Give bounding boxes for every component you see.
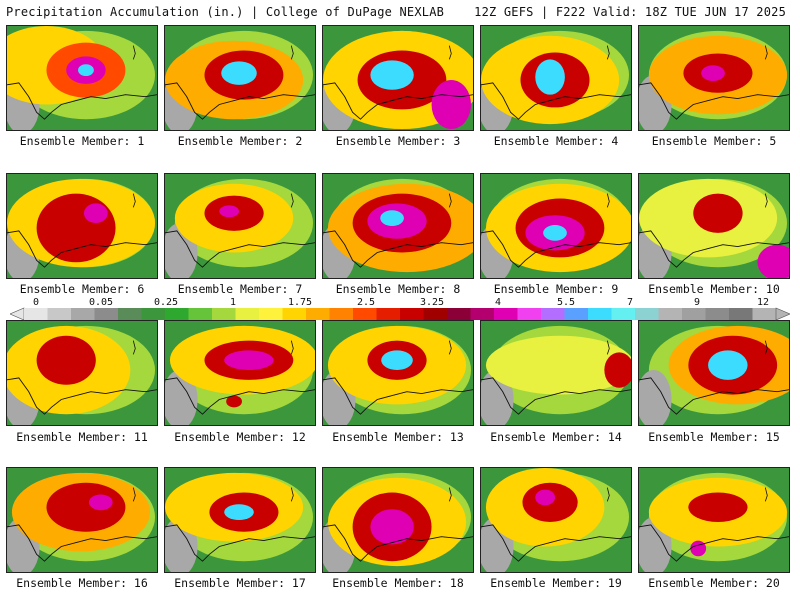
ensemble-member-label: Ensemble Member: 20 [648, 576, 780, 590]
ensemble-member-label: Ensemble Member: 10 [648, 282, 780, 296]
colorbar-swatch [282, 308, 307, 320]
ensemble-member-map [164, 320, 316, 426]
colorbar-swatch [447, 308, 471, 320]
colorbar-tick-label: 9 [693, 297, 701, 308]
ensemble-member-label: Ensemble Member: 18 [332, 576, 464, 590]
colorbar-swatch [71, 308, 95, 320]
colorbar-right-arrow [775, 307, 790, 321]
colorbar-tick-label: 1 [229, 297, 237, 308]
ensemble-member-map [480, 467, 632, 573]
colorbar-tick-label: 0 [32, 297, 40, 308]
colorbar-swatch [376, 308, 401, 320]
colorbar-tick-label: 12 [756, 297, 770, 308]
colorbar-swatch [705, 308, 730, 320]
ensemble-member-label: Ensemble Member: 14 [490, 430, 622, 444]
ensemble-member-map [638, 173, 790, 279]
ensemble-member-map [322, 173, 474, 279]
colorbar-swatch [423, 308, 448, 320]
header-right-title: 12Z GEFS | F222 Valid: 18Z TUE JUN 17 20… [474, 5, 786, 19]
colorbar-tick-label: 4 [494, 297, 502, 308]
ensemble-member-map [322, 25, 474, 131]
colorbar-swatch [541, 308, 565, 320]
colorbar-swatch [658, 308, 683, 320]
ensemble-member-label: Ensemble Member: 3 [335, 134, 461, 148]
ensemble-member-map [6, 320, 158, 426]
ensemble-member-map [164, 173, 316, 279]
ensemble-member-label: Ensemble Member: 5 [651, 134, 777, 148]
colorbar-swatch [94, 308, 119, 320]
colorbar-swatch [47, 308, 72, 320]
ensemble-member-map [164, 467, 316, 573]
ensemble-member-label: Ensemble Member: 15 [648, 430, 780, 444]
ensemble-member-map [638, 320, 790, 426]
colorbar-swatch [329, 308, 354, 320]
colorbar-swatch [470, 308, 495, 320]
colorbar-swatch [564, 308, 589, 320]
colorbar-swatch [611, 308, 636, 320]
ensemble-member-label: Ensemble Member: 9 [493, 282, 619, 296]
colorbar-tick-label: 7 [626, 297, 634, 308]
colorbar-swatch [141, 308, 166, 320]
ensemble-member-label: Ensemble Member: 12 [174, 430, 306, 444]
ensemble-member-label: Ensemble Member: 1 [19, 134, 145, 148]
colorbar-tick-label: 0.05 [88, 297, 114, 308]
ensemble-member-label: Ensemble Member: 4 [493, 134, 619, 148]
colorbar-swatch [259, 308, 283, 320]
colorbar-swatch [306, 308, 330, 320]
colorbar-swatch [24, 308, 48, 320]
colorbar-swatch [212, 308, 236, 320]
ensemble-member-map [480, 320, 632, 426]
ensemble-member-map [6, 467, 158, 573]
colorbar-swatch [517, 308, 542, 320]
ensemble-member-map [322, 320, 474, 426]
ensemble-member-map [638, 25, 790, 131]
ensemble-member-map [164, 25, 316, 131]
ensemble-member-label: Ensemble Member: 16 [16, 576, 148, 590]
colorbar-tick-label: 5.5 [556, 297, 576, 308]
ensemble-member-map [480, 173, 632, 279]
colorbar-swatch [682, 308, 706, 320]
colorbar [10, 307, 790, 321]
ensemble-member-label: Ensemble Member: 2 [177, 134, 303, 148]
colorbar-tick-label: 2.5 [356, 297, 376, 308]
colorbar-tick-label: 1.75 [287, 297, 313, 308]
colorbar-swatch [729, 308, 753, 320]
ensemble-member-map [638, 467, 790, 573]
colorbar-left-arrow [10, 307, 25, 321]
colorbar-swatch [165, 308, 189, 320]
ensemble-member-map [6, 25, 158, 131]
ensemble-member-label: Ensemble Member: 13 [332, 430, 464, 444]
colorbar-swatch [588, 308, 612, 320]
ensemble-member-label: Ensemble Member: 11 [16, 430, 148, 444]
colorbar-swatch [188, 308, 213, 320]
ensemble-member-label: Ensemble Member: 7 [177, 282, 303, 296]
ensemble-member-map [322, 467, 474, 573]
colorbar-swatch [235, 308, 260, 320]
ensemble-member-label: Ensemble Member: 6 [19, 282, 145, 296]
ensemble-member-label: Ensemble Member: 8 [335, 282, 461, 296]
colorbar-swatch [400, 308, 424, 320]
colorbar-swatch [494, 308, 518, 320]
ensemble-member-label: Ensemble Member: 17 [174, 576, 306, 590]
ensemble-member-map [480, 25, 632, 131]
colorbar-swatch [635, 308, 659, 320]
colorbar-swatch [118, 308, 142, 320]
colorbar-tick-label: 3.25 [419, 297, 445, 308]
header-left-title: Precipitation Accumulation (in.) | Colle… [6, 5, 445, 19]
ensemble-member-map [6, 173, 158, 279]
ensemble-member-label: Ensemble Member: 19 [490, 576, 622, 590]
colorbar-tick-label: 0.25 [153, 297, 179, 308]
colorbar-swatch [353, 308, 377, 320]
colorbar-swatch [752, 308, 777, 320]
